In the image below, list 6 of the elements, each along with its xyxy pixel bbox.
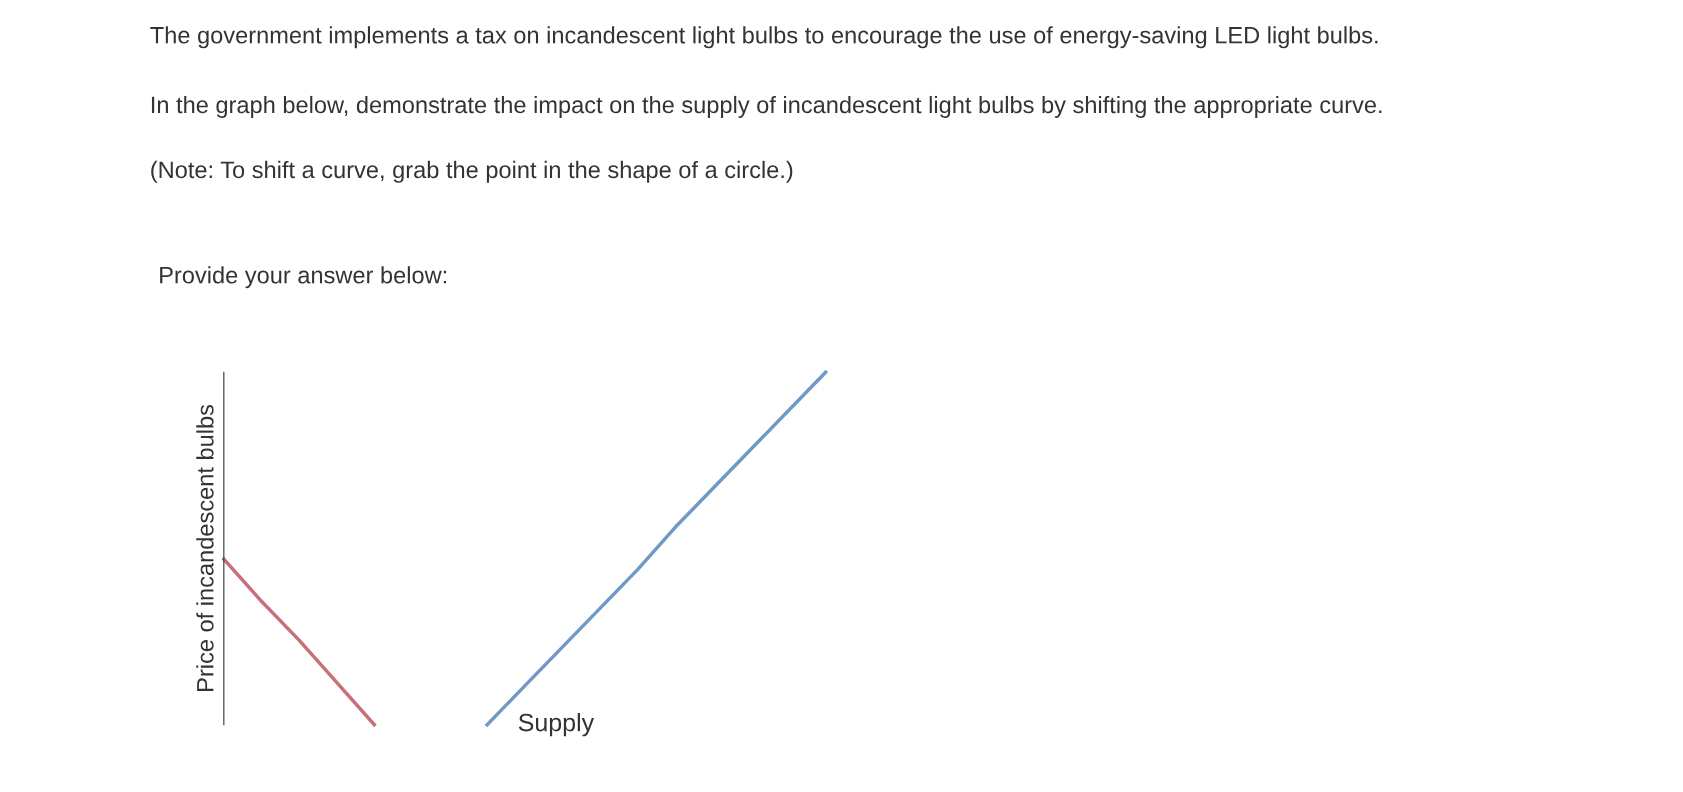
text: (Note: To shift a curve, grab the point in the shape of a circle.): [151, 160, 793, 183]
chart-subtitle: In the graph below, demonstrate the impact on the supply of incandescent light bulbs by shifting the appropriate curve.: [151, 95, 1382, 118]
series-label: Supply: [518, 713, 595, 737]
text: Provide your answer below:: [160, 266, 447, 289]
y-axis-title: Price of incandescent bulbs: [196, 404, 214, 691]
chart-title: The government implements a tax on incandescent light bulbs to encourage the use of energy-saving LED light bulbs.: [150, 26, 1378, 49]
